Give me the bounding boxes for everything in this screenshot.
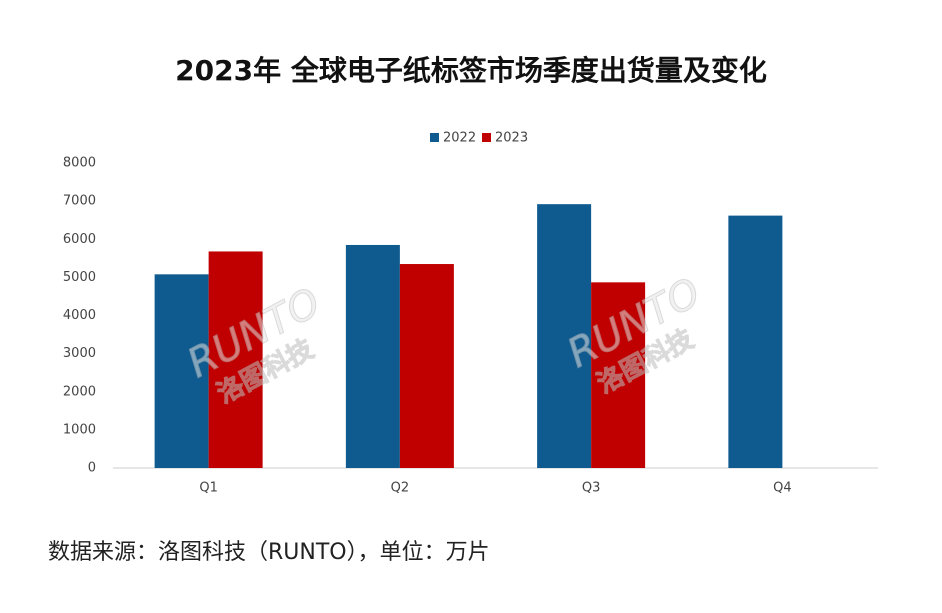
y-tick-label: 6000 [63, 232, 96, 247]
x-tick-label: Q2 [391, 481, 410, 496]
x-tick-label: Q1 [199, 481, 218, 496]
x-tick-label: Q3 [582, 481, 601, 496]
y-tick-label: 1000 [63, 422, 96, 437]
bar [728, 215, 783, 468]
chart-title: 2023年 全球电子纸标签市场季度出货量及变化 [175, 54, 767, 87]
legend-label: 2022 [443, 131, 476, 146]
x-tick-label: Q4 [773, 481, 792, 496]
bar [591, 282, 646, 468]
y-tick-label: 0 [88, 461, 96, 476]
legend-swatch [482, 133, 491, 142]
y-tick-label: 3000 [63, 346, 96, 361]
y-tick-label: 2000 [63, 384, 96, 399]
bar [154, 274, 209, 468]
bar [345, 244, 400, 468]
y-tick-label: 8000 [63, 156, 96, 171]
bar [537, 204, 592, 469]
y-tick-label: 5000 [63, 270, 96, 285]
y-tick-label: 7000 [63, 194, 96, 209]
legend-label: 2023 [495, 131, 528, 146]
source-note: 数据来源：洛图科技（RUNTO），单位：万片 [48, 540, 490, 565]
bar [399, 264, 454, 468]
y-tick-label: 4000 [63, 308, 96, 323]
legend-swatch [430, 133, 439, 142]
bar [208, 251, 263, 468]
